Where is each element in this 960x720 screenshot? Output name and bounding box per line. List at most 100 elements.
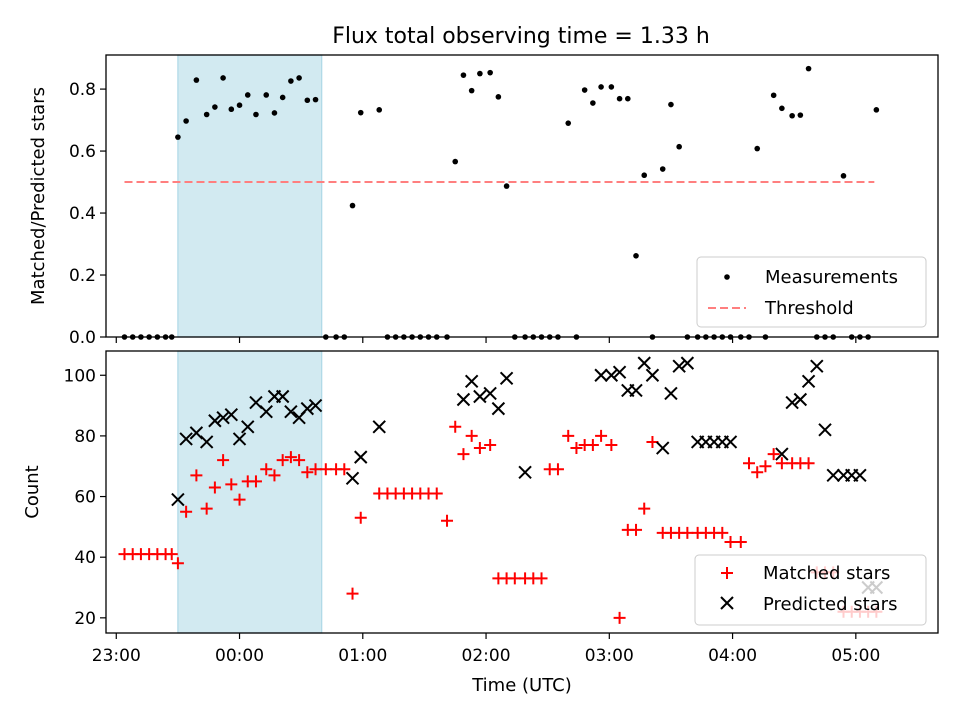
matched-star-point (171, 557, 184, 570)
x-tick-label: 01:00 (338, 646, 387, 666)
y-tick-label: 0.4 (69, 204, 96, 224)
measurement-point (797, 112, 804, 118)
measurement-point (203, 111, 210, 118)
predicted-star-point (637, 356, 651, 370)
measurement-point (244, 92, 251, 98)
y-tick-label: 0.2 (69, 266, 96, 286)
predicted-star-point (308, 398, 323, 413)
bottom-panel: Matched stars Predicted stars 20 40 60 80 10… (22, 350, 939, 696)
matched-star-point (301, 466, 314, 479)
predicted-star-point (594, 368, 608, 382)
matched-star-point (457, 448, 470, 461)
matched-star-point (217, 454, 230, 467)
predicted-star-point (354, 450, 368, 464)
top-shaded-region (177, 54, 323, 338)
predicted-star-point (199, 435, 214, 449)
matched-star-point (338, 463, 351, 476)
predicted-star-point (810, 359, 824, 373)
matched-star-point (535, 572, 548, 585)
y-tick-label: 0.8 (69, 80, 96, 100)
predicted-star-point (232, 432, 247, 446)
matched-star-point (724, 536, 737, 549)
matched-star-point (354, 511, 367, 524)
matched-star-point (605, 439, 618, 451)
predicted-star-point (456, 392, 471, 407)
measurement-point (193, 77, 200, 83)
bottom-x-axis-label: Time (UTC) (471, 675, 572, 696)
matched-star-point (233, 493, 246, 506)
measurement-point (271, 110, 278, 116)
measurement-point (220, 75, 226, 81)
shaded-region-rect (177, 54, 323, 338)
x-tick-label: 04:00 (708, 646, 757, 666)
matched-star-point (751, 466, 764, 479)
x-tick-label: 05:00 (831, 646, 880, 666)
predicted-star-point (801, 374, 816, 389)
measurement-point (503, 183, 510, 189)
matched-star-point (268, 469, 281, 482)
measurement-point (754, 145, 761, 152)
legend-matched-label: Matched stars (763, 563, 890, 584)
matched-star-point (465, 429, 478, 442)
predicted-star-point (483, 386, 497, 401)
measurement-point (840, 173, 847, 179)
legend-predicted-marker (720, 596, 734, 610)
matched-star-point (309, 463, 322, 476)
legend-measurements-marker (724, 274, 730, 280)
top-plot-frame (105, 54, 939, 338)
legend-predicted-label: Predicted stars (763, 594, 897, 615)
matched-star-point (430, 487, 443, 500)
predicted-star-point (664, 386, 678, 401)
measurement-point (616, 95, 623, 102)
top-y-axis-label: Matched/Predicted stars (28, 87, 49, 305)
predicted-star-point (473, 389, 487, 404)
legend-threshold-label: Threshold (764, 298, 854, 319)
matched-star-point (319, 463, 332, 476)
predicted-star-point (775, 447, 789, 461)
y-tick-label: 20 (74, 609, 96, 629)
predicted-star-point (826, 468, 840, 483)
matched-star-point (734, 536, 747, 549)
matched-star-point (165, 548, 178, 561)
measurement-point (668, 101, 674, 108)
predicted-star-point (853, 468, 867, 483)
matched-star-point (284, 451, 297, 464)
predicted-star-point (672, 359, 686, 373)
x-tick-label: 02:00 (462, 646, 511, 666)
measurement-point (805, 65, 812, 72)
predicted-star-point (518, 465, 532, 479)
x-tick-label: 00:00 (215, 646, 264, 666)
measurement-point (263, 92, 270, 98)
predicted-star-point (300, 401, 315, 416)
predicted-star-point (275, 389, 290, 404)
legend-matched-marker (721, 567, 733, 579)
measurement-point (477, 70, 483, 77)
measurement-point (304, 97, 311, 104)
matched-star-point (346, 587, 359, 600)
matched-star-point (562, 429, 575, 442)
measurement-point (228, 106, 235, 113)
legend-measurements-label: Measurements (765, 267, 898, 288)
matched-star-point (249, 475, 262, 488)
matched-star-point (200, 502, 213, 515)
matched-star-point (759, 460, 772, 473)
x-tick-label: 23:00 (92, 646, 141, 666)
top-x-axis-ticks (115, 337, 857, 343)
y-tick-label: 60 (74, 488, 96, 508)
matched-star-point (586, 439, 599, 451)
bottom-y-axis-label: Count (22, 465, 43, 518)
predicted-star-point (604, 368, 619, 382)
predicted-stars-series (171, 356, 884, 595)
top-legend-box (696, 256, 927, 328)
bottom-x-axis-ticks: 23:00 00:00 01:00 02:00 03:00 04:00 05:00 (92, 633, 880, 666)
predicted-star-point (208, 414, 222, 428)
matched-star-point (551, 463, 564, 476)
measurement-point (312, 96, 319, 103)
predicted-star-point (499, 371, 514, 385)
predicted-star-point (259, 404, 273, 419)
predicted-star-point (793, 392, 808, 407)
predicted-star-point (372, 420, 386, 434)
matched-star-point (646, 435, 659, 448)
measurement-point (873, 107, 880, 113)
